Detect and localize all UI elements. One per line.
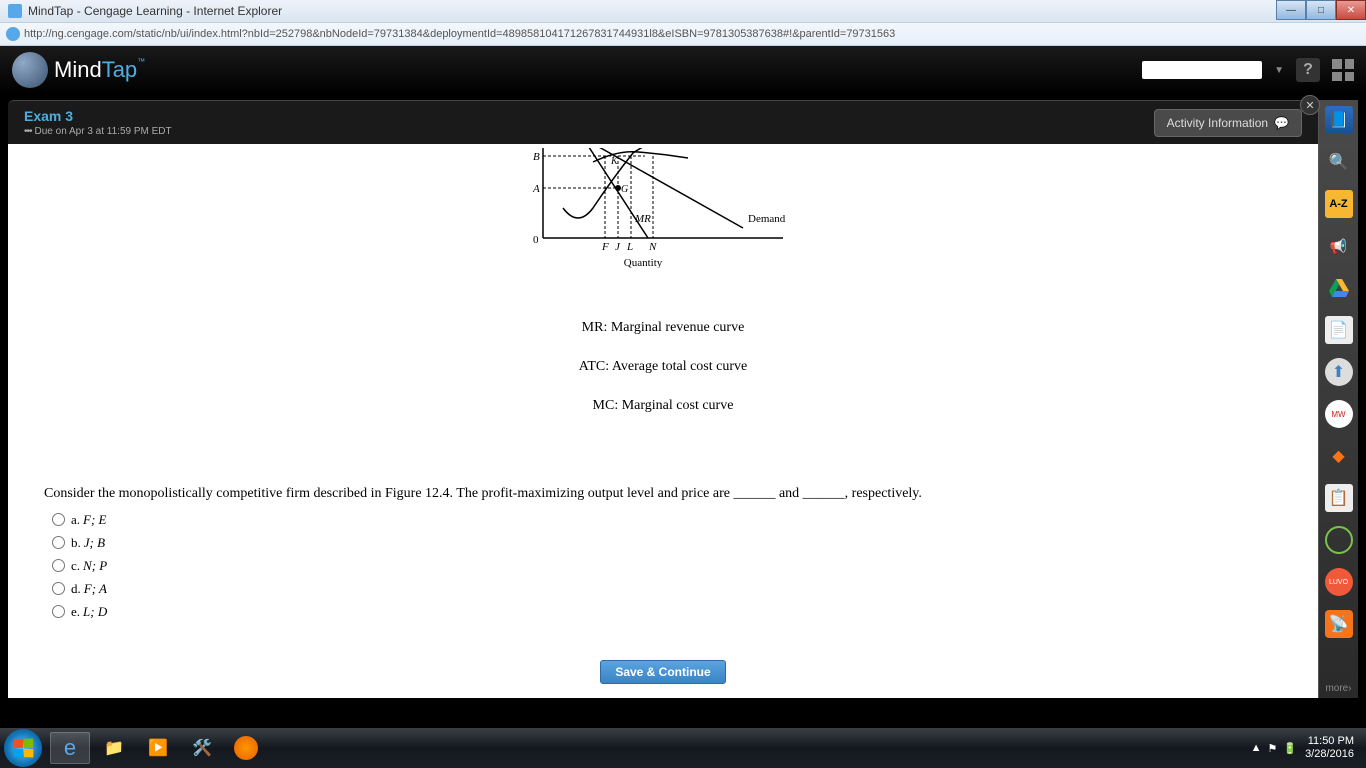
option-a[interactable]: a.F; E	[52, 512, 1282, 528]
option-e[interactable]: e.L; D	[52, 604, 1282, 620]
maximize-button[interactable]: □	[1306, 0, 1336, 20]
url-text: http://ng.cengage.com/static/nb/ui/index…	[24, 28, 895, 40]
y-tick-A: A	[532, 183, 540, 195]
evernote-icon[interactable]: 📋	[1325, 484, 1353, 512]
google-drive-icon[interactable]	[1325, 274, 1353, 302]
address-bar[interactable]: http://ng.cengage.com/static/nb/ui/index…	[0, 22, 1366, 46]
taskbar-media-icon[interactable]: ▶️	[138, 732, 178, 764]
x-tick-L: L	[626, 241, 633, 253]
apps-grid-icon[interactable]	[1332, 59, 1354, 81]
user-menu-chevron-icon[interactable]: ▼	[1274, 65, 1284, 76]
option-c[interactable]: c.N; P	[52, 558, 1282, 574]
radio-a[interactable]	[52, 513, 65, 526]
graph-svg: B A 0 F J L N MR Demand K G Quantity	[523, 148, 803, 268]
exam-title: Exam 3	[24, 108, 172, 124]
taskbar-firefox-icon[interactable]	[226, 732, 266, 764]
connect-yard-icon[interactable]: ◆	[1325, 442, 1353, 470]
tray-up-icon[interactable]: ▲	[1251, 742, 1262, 754]
rss-icon[interactable]: 📡	[1325, 610, 1353, 638]
tray-battery-icon[interactable]: 🔋	[1283, 742, 1297, 755]
search-icon[interactable]: 🔍	[1325, 148, 1353, 176]
legend-mc: MC: Marginal cost curve	[44, 386, 1282, 425]
exam-header: Exam 3 •••Due on Apr 3 at 11:59 PM EDT A…	[8, 100, 1318, 144]
x-tick-J: J	[615, 241, 621, 253]
start-button[interactable]	[4, 729, 42, 767]
taskbar-ie-icon[interactable]: e	[50, 732, 90, 764]
exam-due: •••Due on Apr 3 at 11:59 PM EDT	[24, 126, 172, 137]
mindtap-header: MindTap™ ▼ ?	[0, 46, 1366, 94]
mindtap-logo-text: MindTap™	[54, 57, 145, 83]
demand-label: Demand	[748, 213, 786, 225]
content-area: B A 0 F J L N MR Demand K G Quantity MR:…	[8, 144, 1318, 698]
upload-icon[interactable]: ⬆	[1325, 358, 1353, 386]
radio-e[interactable]	[52, 605, 65, 618]
system-tray: ▲ ⚑ 🔋 11:50 PM 3/28/2016	[1251, 735, 1362, 761]
circle-icon[interactable]	[1325, 526, 1353, 554]
notes-icon[interactable]: 📄	[1325, 316, 1353, 344]
book-icon[interactable]: 📘	[1325, 106, 1353, 134]
window-title: MindTap - Cengage Learning - Internet Ex…	[28, 4, 282, 18]
taskbar-app-icon[interactable]: 🛠️	[182, 732, 222, 764]
legend-atc: ATC: Average total cost curve	[44, 347, 1282, 386]
luvo-icon[interactable]: LUVO	[1325, 568, 1353, 596]
clock[interactable]: 11:50 PM 3/28/2016	[1305, 735, 1354, 761]
option-b[interactable]: b.J; B	[52, 535, 1282, 551]
glossary-icon[interactable]: A-Z	[1325, 190, 1353, 218]
help-button[interactable]: ?	[1296, 58, 1320, 82]
window-controls: — □ ✕	[1276, 0, 1366, 20]
k-label: K	[610, 156, 619, 167]
speech-bubble-icon: 💬	[1274, 116, 1289, 130]
minimize-button[interactable]: —	[1276, 0, 1306, 20]
close-panel-button[interactable]: ✕	[1300, 95, 1320, 115]
close-button[interactable]: ✕	[1336, 0, 1366, 20]
g-label: G	[621, 184, 628, 195]
ie-icon	[8, 4, 22, 18]
window-titlebar: MindTap - Cengage Learning - Internet Ex…	[0, 0, 1366, 22]
main-wrapper: Exam 3 •••Due on Apr 3 at 11:59 PM EDT A…	[0, 94, 1366, 698]
economics-graph: B A 0 F J L N MR Demand K G Quantity	[44, 148, 1282, 268]
taskbar-explorer-icon[interactable]: 📁	[94, 732, 134, 764]
tray-flag-icon[interactable]: ⚑	[1267, 742, 1277, 755]
more-tools[interactable]: more›	[1325, 683, 1351, 694]
right-toolbar: 📘 🔍 A-Z 📢 📄 ⬆ MW ◆ 📋 LUVO 📡 more›	[1318, 100, 1358, 698]
user-name-redacted[interactable]	[1142, 61, 1262, 79]
legend-mr: MR: Marginal revenue curve	[44, 308, 1282, 347]
activity-info-button[interactable]: Activity Information 💬	[1154, 109, 1302, 137]
graph-legend: MR: Marginal revenue curve ATC: Average …	[44, 308, 1282, 426]
x-axis-label: Quantity	[624, 257, 663, 268]
mr-label: MR	[634, 213, 651, 225]
readspeaker-icon[interactable]: 📢	[1325, 232, 1353, 260]
option-d[interactable]: d.F; A	[52, 581, 1282, 597]
y-tick-B: B	[533, 151, 540, 163]
mindtap-logo-icon	[12, 52, 48, 88]
answer-options: a.F; E b.J; B c.N; P d.F; A e.L; D	[44, 512, 1282, 620]
page-icon	[6, 27, 20, 41]
radio-c[interactable]	[52, 559, 65, 572]
save-continue-button[interactable]: Save & Continue	[600, 660, 725, 684]
radio-b[interactable]	[52, 536, 65, 549]
radio-d[interactable]	[52, 582, 65, 595]
x-tick-N: N	[648, 241, 657, 253]
origin: 0	[533, 234, 539, 246]
question-text: Consider the monopolistically competitiv…	[44, 486, 1282, 502]
windows-taskbar: e 📁 ▶️ 🛠️ ▲ ⚑ 🔋 11:50 PM 3/28/2016	[0, 728, 1366, 768]
x-tick-F: F	[601, 241, 609, 253]
merriam-webster-icon[interactable]: MW	[1325, 400, 1353, 428]
